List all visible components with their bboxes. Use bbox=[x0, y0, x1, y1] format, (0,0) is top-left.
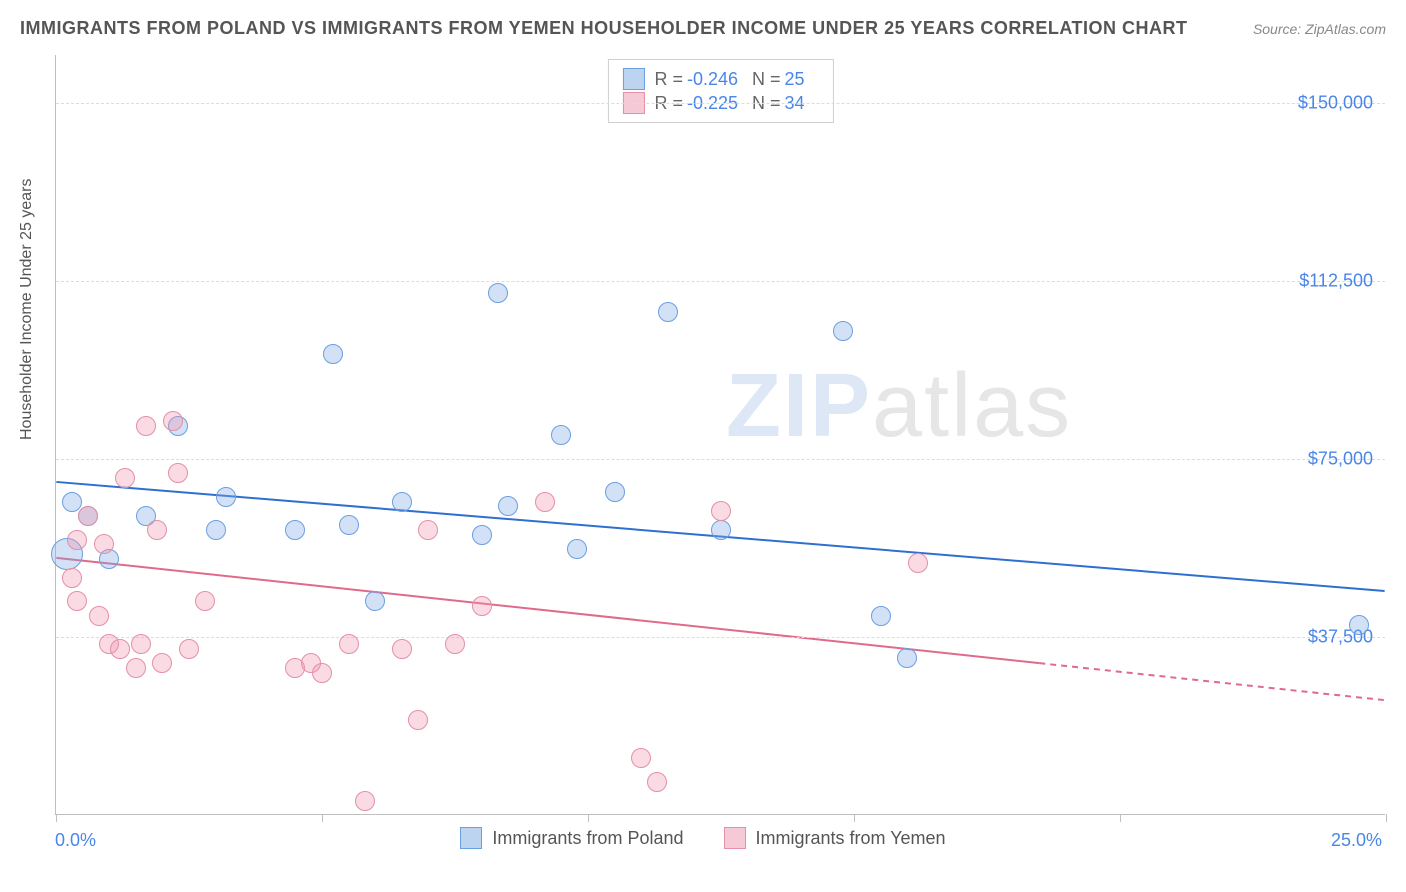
stat-r-poland: -0.246 bbox=[687, 69, 738, 89]
y-tick-label: $150,000 bbox=[1298, 92, 1373, 113]
x-tick-label-min: 0.0% bbox=[55, 830, 96, 851]
data-point bbox=[647, 772, 667, 792]
legend-swatch-poland bbox=[622, 68, 644, 90]
data-point bbox=[418, 520, 438, 540]
data-point bbox=[285, 520, 305, 540]
data-point bbox=[126, 658, 146, 678]
data-point bbox=[62, 568, 82, 588]
data-point bbox=[78, 506, 98, 526]
stat-n-poland: 25 bbox=[785, 69, 805, 89]
data-point bbox=[871, 606, 891, 626]
data-point bbox=[67, 591, 87, 611]
data-point bbox=[392, 492, 412, 512]
data-point bbox=[339, 515, 359, 535]
legend-stats: R =-0.246N =25 R =-0.225N =34 bbox=[607, 59, 833, 123]
data-point bbox=[147, 520, 167, 540]
data-point bbox=[711, 501, 731, 521]
data-point bbox=[472, 525, 492, 545]
x-tick bbox=[1386, 814, 1387, 822]
gridline bbox=[56, 637, 1385, 638]
x-tick bbox=[56, 814, 57, 822]
x-tick bbox=[1120, 814, 1121, 822]
chart-title: IMMIGRANTS FROM POLAND VS IMMIGRANTS FRO… bbox=[20, 18, 1188, 39]
x-tick-label-max: 25.0% bbox=[1331, 830, 1382, 851]
x-tick bbox=[322, 814, 323, 822]
stat-n-label: N = bbox=[752, 69, 781, 89]
data-point bbox=[908, 553, 928, 573]
data-point bbox=[195, 591, 215, 611]
legend-item-yemen: Immigrants from Yemen bbox=[724, 827, 946, 849]
data-point bbox=[472, 596, 492, 616]
data-point bbox=[445, 634, 465, 654]
y-tick-label: $75,000 bbox=[1308, 448, 1373, 469]
data-point bbox=[216, 487, 236, 507]
data-point bbox=[115, 468, 135, 488]
legend-stats-row-1: R =-0.246 N =25 bbox=[622, 68, 818, 90]
plot-area: ZIPatlas R =-0.246N =25 R =-0.225N =34 $… bbox=[55, 55, 1385, 815]
legend-item-poland: Immigrants from Poland bbox=[460, 827, 683, 849]
trend-lines bbox=[56, 55, 1385, 814]
watermark-zip: ZIP bbox=[726, 356, 872, 456]
data-point bbox=[163, 411, 183, 431]
gridline bbox=[56, 103, 1385, 104]
data-point bbox=[312, 663, 332, 683]
data-point bbox=[131, 634, 151, 654]
watermark-atlas: atlas bbox=[872, 356, 1072, 456]
data-point bbox=[535, 492, 555, 512]
data-point bbox=[567, 539, 587, 559]
gridline bbox=[56, 459, 1385, 460]
data-point bbox=[605, 482, 625, 502]
data-point bbox=[136, 416, 156, 436]
legend-swatch-poland bbox=[460, 827, 482, 849]
source-label: Source: ZipAtlas.com bbox=[1253, 21, 1386, 37]
stat-r-label: R = bbox=[654, 69, 683, 89]
data-point bbox=[179, 639, 199, 659]
legend-swatch-yemen bbox=[724, 827, 746, 849]
data-point bbox=[89, 606, 109, 626]
data-point bbox=[62, 492, 82, 512]
x-tick bbox=[854, 814, 855, 822]
data-point bbox=[631, 748, 651, 768]
legend-series: Immigrants from Poland Immigrants from Y… bbox=[0, 827, 1406, 849]
gridline bbox=[56, 281, 1385, 282]
y-axis-title: Householder Income Under 25 years bbox=[18, 179, 36, 440]
legend-label-yemen: Immigrants from Yemen bbox=[756, 828, 946, 849]
data-point bbox=[488, 283, 508, 303]
data-point bbox=[323, 344, 343, 364]
data-point bbox=[206, 520, 226, 540]
data-point bbox=[168, 463, 188, 483]
y-tick-label: $112,500 bbox=[1299, 270, 1373, 291]
legend-label-poland: Immigrants from Poland bbox=[492, 828, 683, 849]
data-point bbox=[110, 639, 130, 659]
data-point bbox=[658, 302, 678, 322]
data-point bbox=[94, 534, 114, 554]
data-point bbox=[392, 639, 412, 659]
data-point bbox=[833, 321, 853, 341]
watermark: ZIPatlas bbox=[726, 355, 1072, 458]
data-point bbox=[551, 425, 571, 445]
data-point bbox=[408, 710, 428, 730]
data-point bbox=[1349, 615, 1369, 635]
data-point bbox=[339, 634, 359, 654]
data-point bbox=[365, 591, 385, 611]
data-point bbox=[498, 496, 518, 516]
data-point bbox=[355, 791, 375, 811]
data-point bbox=[67, 530, 87, 550]
data-point bbox=[152, 653, 172, 673]
data-point bbox=[897, 648, 917, 668]
data-point bbox=[711, 520, 731, 540]
x-tick bbox=[588, 814, 589, 822]
